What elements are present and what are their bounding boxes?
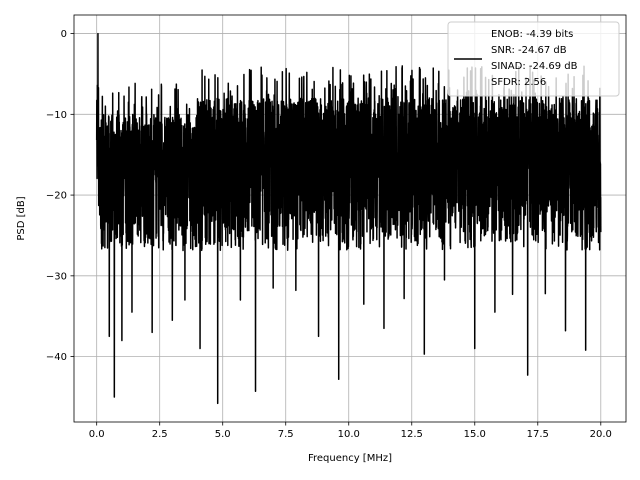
legend-sfdr: SFDR: 2.56 xyxy=(491,77,546,88)
legend: ENOB: -4.39 bits SNR: -24.67 dB SINAD: -… xyxy=(447,21,620,97)
psd-trace xyxy=(95,32,602,405)
y-tick-label: −10 xyxy=(46,110,67,121)
x-axis-label: Frequency [MHz] xyxy=(308,453,392,464)
x-tick-label: 2.5 xyxy=(152,429,168,440)
legend-enob: ENOB: -4.39 bits xyxy=(491,29,573,40)
x-tick-label: 20.0 xyxy=(590,429,612,440)
x-tick-label: 15.0 xyxy=(464,429,486,440)
y-tick-label: −40 xyxy=(46,352,67,363)
y-tick-label: −30 xyxy=(46,271,67,282)
x-tick-label: 12.5 xyxy=(401,429,423,440)
x-tick-label: 5.0 xyxy=(215,429,231,440)
x-tick-label: 17.5 xyxy=(527,429,549,440)
legend-box xyxy=(447,21,620,97)
x-tick-label: 0.0 xyxy=(89,429,105,440)
y-tick-label: 0 xyxy=(61,29,67,40)
axes-frame xyxy=(73,14,627,423)
plot-area xyxy=(95,32,602,405)
y-tick-label: −20 xyxy=(46,191,67,202)
legend-sinad: SINAD: -24.69 dB xyxy=(491,61,578,72)
x-tick-label: 10.0 xyxy=(338,429,360,440)
legend-snr: SNR: -24.67 dB xyxy=(491,45,567,56)
x-tick-label: 7.5 xyxy=(278,429,294,440)
y-axis-label: PSD [dB] xyxy=(16,196,27,240)
x-axis: 0.0 2.5 5.0 7.5 10.0 12.5 15.0 17.5 20.0 xyxy=(89,422,612,440)
y-axis: 0 −10 −20 −30 −40 xyxy=(46,29,74,363)
